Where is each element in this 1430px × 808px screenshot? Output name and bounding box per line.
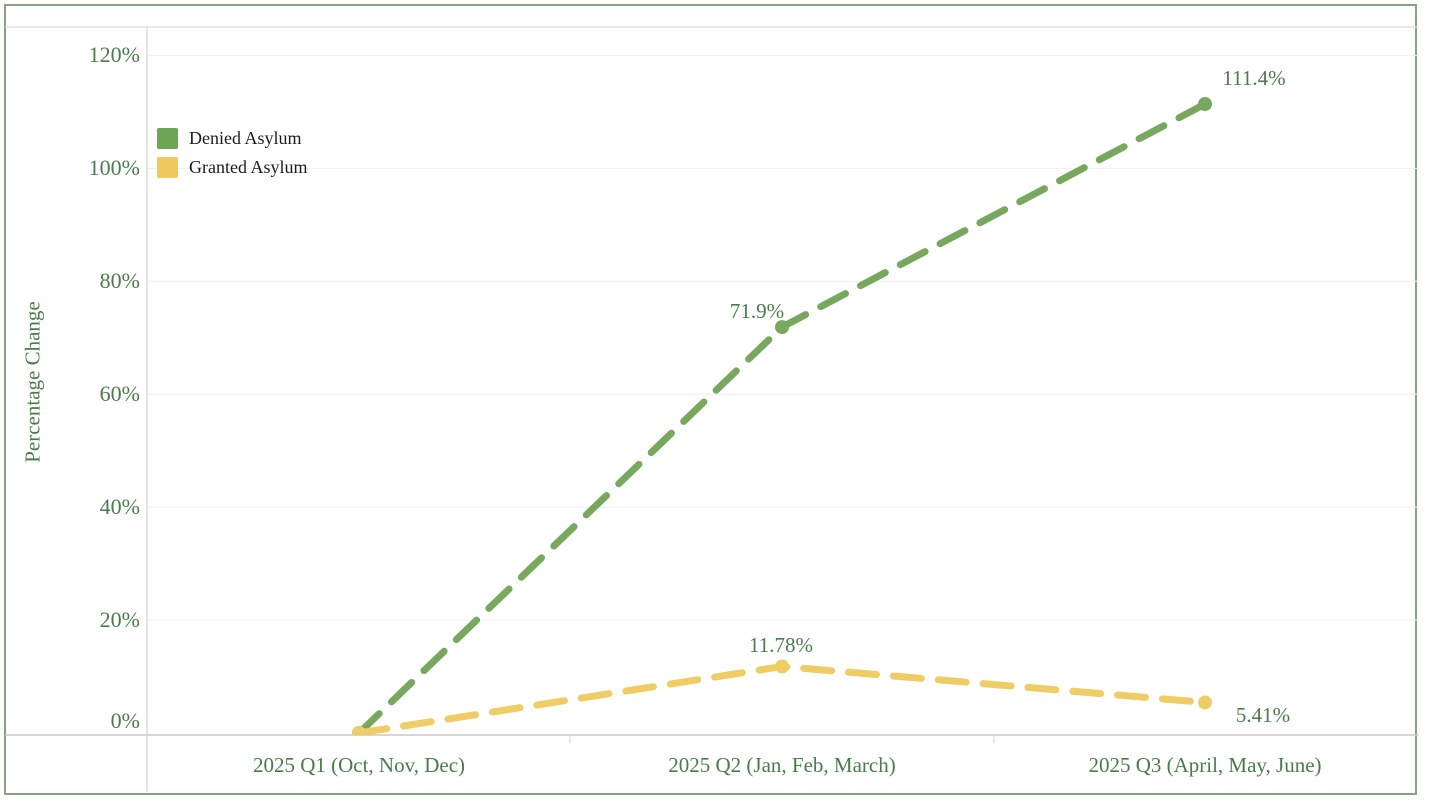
y-tick-20: 20% <box>99 607 140 632</box>
x-label-q2: 2025 Q2 (Jan, Feb, March) <box>668 753 896 777</box>
data-point-1-1[interactable] <box>775 659 789 674</box>
data-label-granted-q3: 5.41% <box>1235 703 1291 727</box>
data-point-0-2[interactable] <box>1198 97 1212 112</box>
data-label-granted-q2: 11.78% <box>749 633 813 657</box>
legend-label-granted: Granted Asylum <box>189 157 308 177</box>
data-point-1-2[interactable] <box>1198 695 1212 710</box>
chart-frame-border <box>4 4 1417 795</box>
y-tick-120: 120% <box>88 42 140 67</box>
data-label-denied-q3: 111.4% <box>1222 66 1286 90</box>
data-label-denied-q2: 71.9% <box>729 299 785 323</box>
denied-asylum-swatch-icon <box>157 128 178 149</box>
x-label-q1: 2025 Q1 (Oct, Nov, Dec) <box>252 753 466 777</box>
legend-label-denied: Denied Asylum <box>189 128 302 148</box>
y-tick-60: 60% <box>99 381 140 406</box>
y-tick-100: 100% <box>88 155 140 180</box>
granted-asylum-swatch-icon <box>157 157 178 178</box>
y-tick-80: 80% <box>99 268 140 293</box>
legend-item-granted-asylum: Granted Asylum <box>157 157 308 178</box>
chart-legend: Denied Asylum Granted Asylum <box>157 128 308 186</box>
series-line-1 <box>355 662 1209 735</box>
y-axis-title: Percentage Change <box>20 301 45 463</box>
x-label-q3: 2025 Q3 (April, May, June) <box>1088 753 1322 777</box>
legend-item-denied-asylum: Denied Asylum <box>157 128 308 149</box>
data-point-1-0[interactable] <box>352 726 366 740</box>
y-tick-0: 0% <box>110 708 140 733</box>
data-point-0-1[interactable] <box>775 320 789 335</box>
series-group <box>352 97 1212 740</box>
y-tick-40: 40% <box>99 494 140 519</box>
